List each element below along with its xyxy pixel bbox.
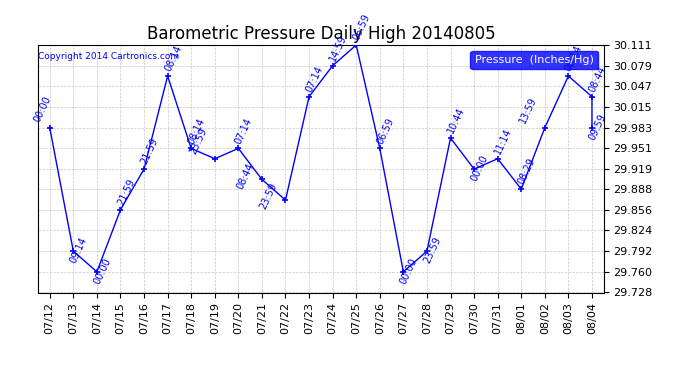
Text: 13:59: 13:59 — [518, 96, 538, 125]
Text: 08:14: 08:14 — [186, 116, 207, 146]
Text: 00:00: 00:00 — [398, 256, 420, 286]
Text: 08:14: 08:14 — [564, 44, 584, 73]
Text: 08:29: 08:29 — [516, 157, 538, 186]
Title: Barometric Pressure Daily High 20140805: Barometric Pressure Daily High 20140805 — [146, 26, 495, 44]
Text: Copyright 2014 Cartronics.com: Copyright 2014 Cartronics.com — [38, 53, 179, 62]
Text: 00:00: 00:00 — [32, 94, 53, 123]
Text: 21:59: 21:59 — [115, 177, 137, 207]
Text: 23:59: 23:59 — [422, 236, 443, 265]
Text: 11:14: 11:14 — [493, 127, 513, 156]
Text: 00:00: 00:00 — [92, 256, 112, 286]
Text: 06:59: 06:59 — [375, 116, 396, 146]
Text: 06:59: 06:59 — [351, 13, 372, 42]
Text: 21:59: 21:59 — [139, 137, 160, 166]
Text: 08:44: 08:44 — [235, 161, 255, 190]
Text: 14:59: 14:59 — [328, 33, 348, 63]
Legend: Pressure  (Inches/Hg): Pressure (Inches/Hg) — [471, 51, 598, 69]
Text: 10:44: 10:44 — [446, 106, 466, 135]
Text: 00:00: 00:00 — [469, 154, 490, 183]
Text: 23:59: 23:59 — [188, 126, 208, 156]
Text: 23:59: 23:59 — [258, 182, 279, 211]
Text: 09:14: 09:14 — [68, 236, 89, 265]
Text: 08:14: 08:14 — [163, 44, 184, 73]
Text: 07:14: 07:14 — [233, 116, 255, 146]
Text: 09:59: 09:59 — [587, 112, 608, 142]
Text: 07:14: 07:14 — [304, 64, 325, 94]
Text: 08:44: 08:44 — [587, 64, 608, 94]
